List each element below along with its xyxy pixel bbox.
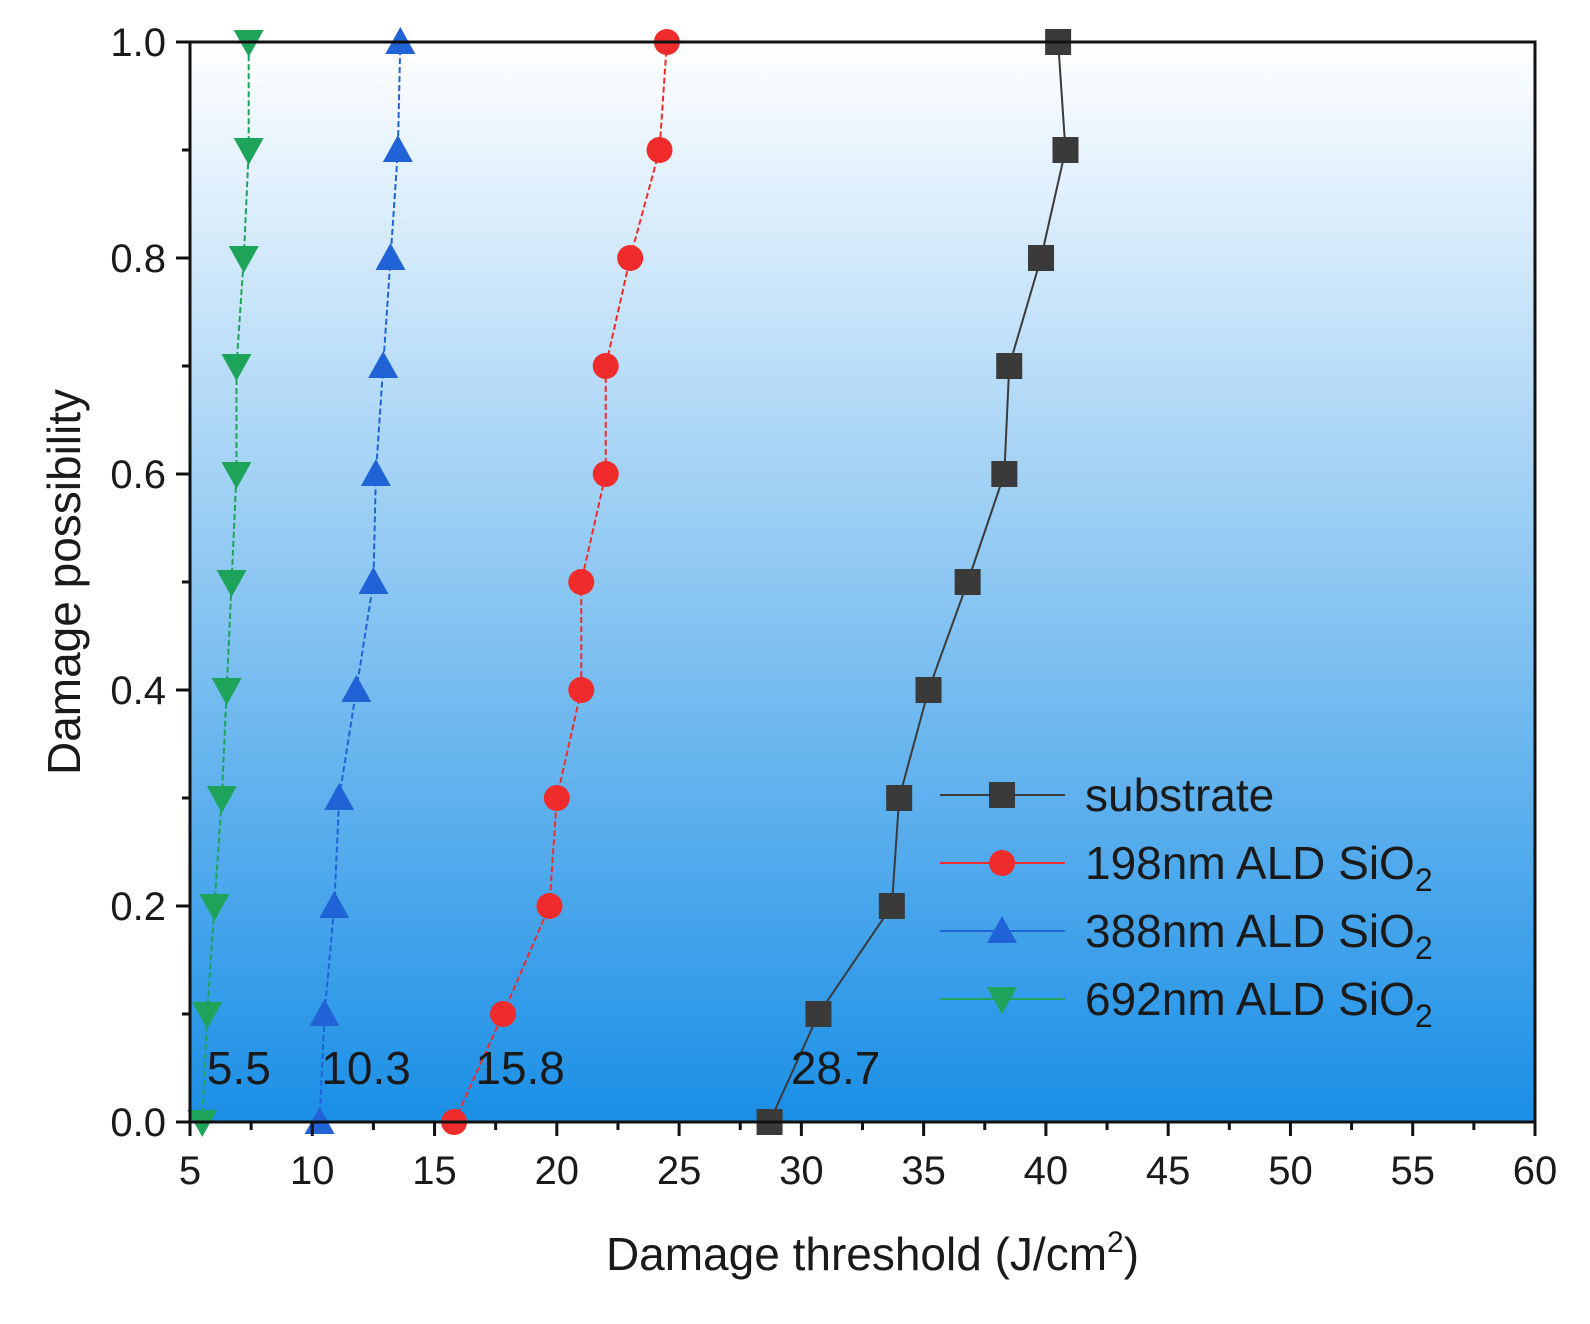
plot-background: [190, 42, 1535, 1122]
x-tick-label: 15: [412, 1149, 457, 1193]
data-point: [646, 137, 673, 163]
x-tick-label: 45: [1146, 1149, 1191, 1193]
data-point: [368, 351, 399, 378]
data-point: [199, 894, 230, 921]
data-point: [592, 353, 619, 379]
legend-label: substrate: [1085, 769, 1274, 821]
legend-label-sub: 2: [1415, 998, 1433, 1034]
y-tick-label: 1.0: [110, 21, 166, 65]
legend-label: 692nm ALD SiO2: [1085, 973, 1433, 1034]
data-point: [341, 675, 372, 702]
legend-marker: [987, 987, 1017, 1014]
legend-label: 388nm ALD SiO2: [1085, 905, 1433, 966]
annotation-layer: 5.5 10.3 15.8 28.7: [207, 1042, 880, 1094]
series-4: [187, 30, 264, 1137]
y-axis-title: Damage possibility: [38, 389, 90, 775]
series-2: [441, 29, 680, 1135]
x-tick-label: 55: [1390, 1149, 1435, 1193]
data-point: [617, 245, 644, 271]
data-point: [915, 677, 942, 703]
data-point: [375, 243, 406, 270]
legend-marker: [987, 916, 1017, 943]
legend-item: 198nm ALD SiO2: [940, 837, 1433, 898]
series-1: [756, 29, 1079, 1135]
threshold-annotation: 10.3: [321, 1042, 411, 1094]
data-point: [954, 569, 981, 595]
data-point: [592, 461, 619, 487]
legend-item: 692nm ALD SiO2: [940, 973, 1433, 1034]
x-axis-title-sup: 2: [1107, 1226, 1124, 1259]
data-point: [319, 891, 350, 918]
x-tick-label: 60: [1513, 1149, 1558, 1193]
y-tick-label: 0.8: [110, 237, 166, 281]
legend-label-main: 388nm ALD SiO: [1085, 905, 1415, 957]
series-layer: [187, 27, 1079, 1137]
data-point: [382, 135, 413, 162]
data-point: [309, 999, 340, 1026]
legend-item: substrate: [940, 769, 1274, 821]
data-point: [805, 1001, 832, 1027]
legend-item: 388nm ALD SiO2: [940, 905, 1433, 966]
data-point: [358, 567, 389, 594]
y-tick-label: 0.4: [110, 669, 166, 713]
y-tick-label: 0.2: [110, 885, 166, 929]
legend-label-main: 692nm ALD SiO: [1085, 973, 1415, 1025]
axis-layer: 5 10 15 20 25 30 35 40 45 50 55 60 0.0 0.2 0.4 0.6 0.8 1.…: [110, 21, 1557, 1193]
data-point: [1052, 137, 1079, 163]
data-point: [233, 138, 264, 165]
x-axis-title-end: ): [1124, 1228, 1139, 1280]
legend-label-main: substrate: [1085, 769, 1274, 821]
x-tick-label: 50: [1268, 1149, 1313, 1193]
data-point: [1028, 245, 1055, 271]
x-tick-label: 30: [779, 1149, 824, 1193]
legend-label-main: 198nm ALD SiO: [1085, 837, 1415, 889]
legend-marker: [989, 782, 1015, 808]
data-point: [568, 677, 595, 703]
data-point: [878, 893, 905, 919]
data-point: [991, 461, 1018, 487]
data-point: [996, 353, 1023, 379]
y-tick-label: 0.6: [110, 453, 166, 497]
legend-marker: [989, 850, 1015, 876]
threshold-annotation: 28.7: [791, 1042, 881, 1094]
data-point: [216, 570, 247, 597]
x-tick-label: 25: [657, 1149, 702, 1193]
x-tick-label: 35: [901, 1149, 946, 1193]
threshold-annotation: 5.5: [207, 1042, 271, 1094]
legend-label-sub: 2: [1415, 930, 1433, 966]
x-tick-label: 20: [535, 1149, 580, 1193]
data-point: [192, 1002, 223, 1029]
legend-label: 198nm ALD SiO2: [1085, 837, 1433, 898]
x-tick-label: 5: [179, 1149, 201, 1193]
data-point: [221, 354, 252, 381]
threshold-annotation: 15.8: [475, 1042, 565, 1094]
x-tick-label: 10: [290, 1149, 335, 1193]
data-point: [211, 678, 242, 705]
data-point: [490, 1001, 517, 1027]
x-axis-title-main: Damage threshold (J/cm: [606, 1228, 1107, 1280]
data-point: [360, 459, 391, 486]
x-tick-label: 40: [1024, 1149, 1069, 1193]
data-point: [324, 783, 355, 810]
data-point: [568, 569, 595, 595]
x-axis-title: Damage threshold (J/cm2): [606, 1226, 1139, 1280]
legend-label-sub: 2: [1415, 862, 1433, 898]
data-point: [206, 786, 237, 813]
data-point: [221, 462, 252, 489]
data-point: [536, 893, 563, 919]
data-point: [543, 785, 570, 811]
data-point: [886, 785, 913, 811]
y-tick-label: 0.0: [110, 1101, 166, 1145]
data-point: [228, 246, 259, 273]
